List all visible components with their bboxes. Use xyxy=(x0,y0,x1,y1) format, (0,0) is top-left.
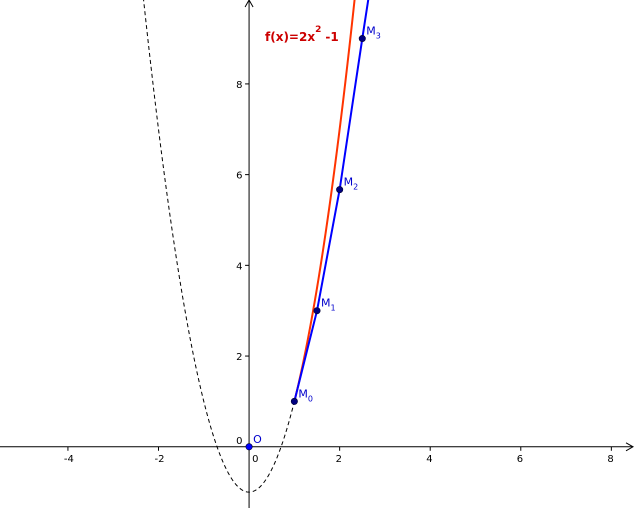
y-tick-label: 6 xyxy=(236,171,242,182)
point-m1[interactable] xyxy=(313,307,321,315)
x-tick-label: 0 xyxy=(252,454,258,465)
x-tick-label: 6 xyxy=(517,454,523,465)
points: O M0 M1 M2 M3 xyxy=(245,25,381,451)
secant-polyline xyxy=(293,0,370,402)
x-tick-label: -2 xyxy=(155,454,165,465)
point-m0-label: M0 xyxy=(298,387,313,403)
y-axis-arrow xyxy=(244,0,254,8)
point-m3[interactable] xyxy=(358,35,366,43)
function-label-main: f(x)=2x xyxy=(265,30,315,44)
y-zero-label: 0 xyxy=(236,436,242,447)
x-tick-label: 2 xyxy=(336,454,342,465)
origin-point[interactable] xyxy=(245,443,253,451)
x-tick-label: 8 xyxy=(607,454,613,465)
function-label-tail: -1 xyxy=(325,30,338,44)
point-m0[interactable] xyxy=(290,397,298,405)
function-label: f(x)=2x2 -1 xyxy=(265,25,339,44)
point-m2[interactable] xyxy=(336,186,344,194)
x-tick-label: 4 xyxy=(426,454,432,465)
point-m3-label: M3 xyxy=(366,25,381,41)
function-curve-solid xyxy=(293,0,356,402)
x-axis-arrow xyxy=(625,442,634,452)
point-m2-label: M2 xyxy=(344,176,359,192)
function-curve-dashed xyxy=(143,0,295,493)
x-tick-label: -4 xyxy=(64,454,74,465)
function-label-exponent: 2 xyxy=(315,25,321,35)
point-m1-label: M1 xyxy=(321,297,336,313)
y-tick-label: 8 xyxy=(236,80,242,91)
y-tick-label: 2 xyxy=(236,352,242,363)
origin-label: O xyxy=(253,433,262,446)
curves xyxy=(143,0,370,493)
y-tick-label: 4 xyxy=(236,261,242,272)
